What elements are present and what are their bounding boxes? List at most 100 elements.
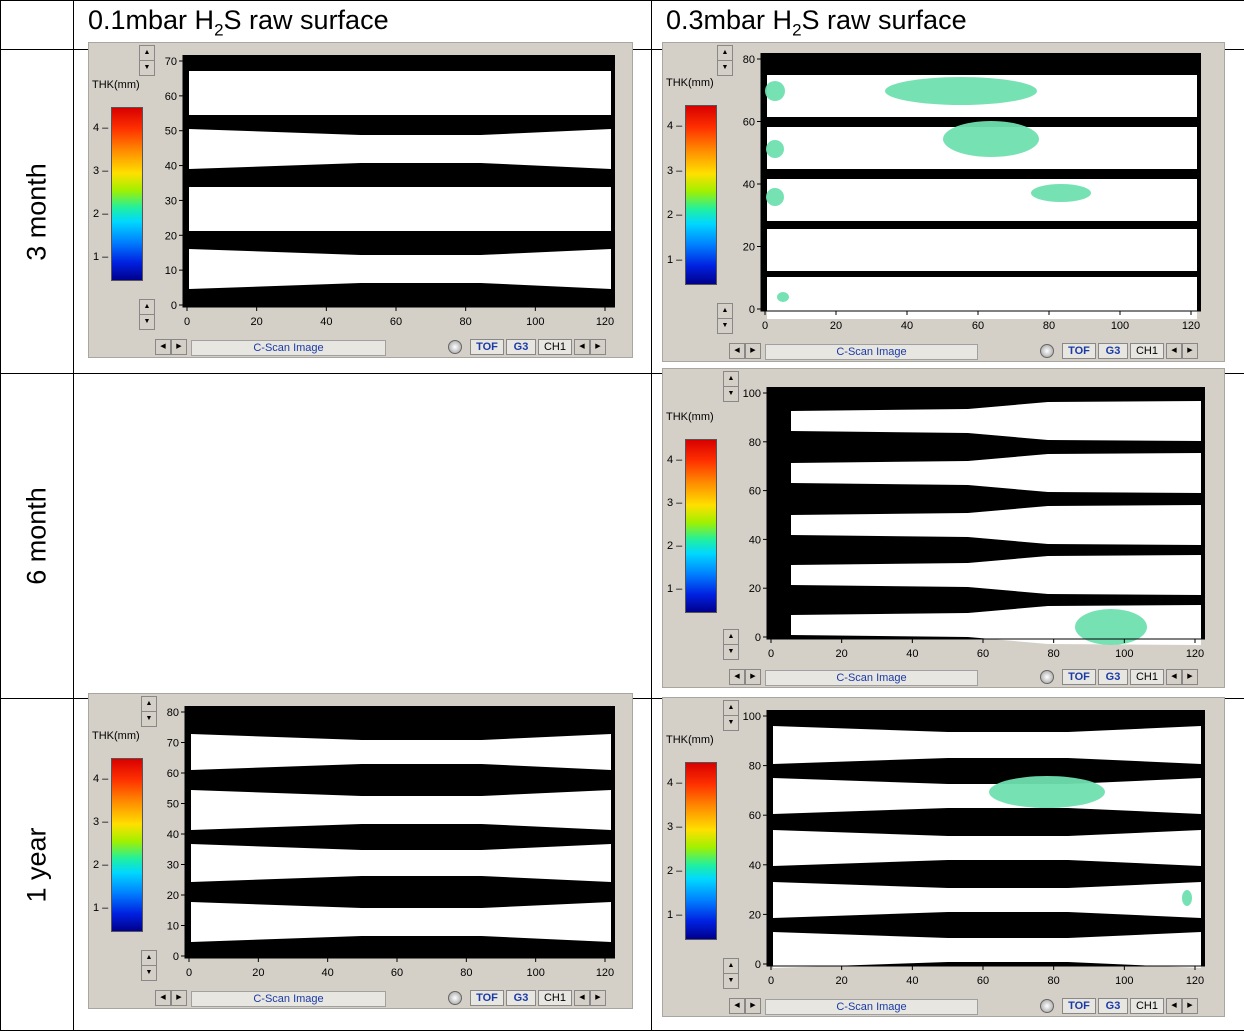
y-tick-label: 0 [755, 959, 761, 971]
y-tick-label: 40 [749, 860, 761, 872]
corrosion-region [1075, 609, 1147, 645]
x-tick-label: 20 [830, 320, 842, 332]
scroll-left-button[interactable]: ◀ [574, 339, 590, 355]
y-tick-label: 0 [749, 304, 755, 316]
g3-button[interactable]: G3 [506, 339, 536, 355]
y-tick-label: 40 [749, 534, 761, 546]
g3-button[interactable]: G3 [506, 990, 536, 1006]
cscan-label: C-Scan Image [191, 991, 386, 1007]
sample-strip [189, 71, 611, 115]
y-tick-label: 40 [743, 179, 755, 191]
x-tick-label: 120 [596, 316, 614, 328]
channel-select[interactable]: CH1 [1130, 343, 1164, 359]
cscan-label: C-Scan Image [191, 340, 386, 356]
row-label-1-year: 1 year [1, 699, 74, 1031]
scroll-right-button[interactable]: ▶ [1182, 343, 1198, 359]
g3-button[interactable]: G3 [1098, 669, 1128, 685]
mode-toggle-button[interactable] [448, 991, 462, 1005]
scroll-right-button[interactable]: ▶ [590, 990, 606, 1006]
y-tick-label: 60 [749, 486, 761, 498]
x-tick-label: 100 [526, 316, 544, 328]
scroll-left-button[interactable]: ◀ [155, 339, 171, 355]
row-label-6-month: 6 month [1, 374, 74, 699]
scroll-right-button[interactable]: ▶ [745, 998, 761, 1014]
y-tick-label: 70 [167, 738, 179, 750]
sample-strip [767, 229, 1197, 271]
cscan-label: C-Scan Image [765, 670, 978, 686]
y-tick-label: 50 [165, 126, 177, 138]
sample-strip [191, 902, 611, 942]
scroll-right-button[interactable]: ▶ [171, 990, 187, 1006]
scroll-right-button[interactable]: ▶ [745, 343, 761, 359]
corrosion-region [1031, 184, 1091, 202]
x-tick-label: 100 [1115, 648, 1133, 660]
scroll-left-button[interactable]: ◀ [1166, 669, 1182, 685]
x-tick-label: 120 [1186, 648, 1204, 660]
x-tick-label: 60 [390, 316, 402, 328]
scroll-left-button[interactable]: ◀ [1166, 998, 1182, 1014]
row-label-3-month: 3 month [1, 50, 74, 374]
scroll-left-button[interactable]: ◀ [729, 998, 745, 1014]
y-tick-label: 100 [743, 711, 761, 723]
channel-select[interactable]: CH1 [1130, 669, 1164, 685]
x-tick-label: 40 [901, 320, 913, 332]
y-tick-label: 0 [173, 951, 179, 963]
y-tick-label: 40 [167, 829, 179, 841]
scroll-left-button[interactable]: ◀ [1166, 343, 1182, 359]
channel-select[interactable]: CH1 [1130, 998, 1164, 1014]
mode-toggle-button[interactable] [448, 340, 462, 354]
corner-cell [1, 1, 74, 50]
x-tick-label: 80 [1048, 648, 1060, 660]
scroll-left-button[interactable]: ◀ [729, 343, 745, 359]
mode-toggle-button[interactable] [1040, 344, 1054, 358]
y-tick-label: 80 [749, 437, 761, 449]
g3-button[interactable]: G3 [1098, 343, 1128, 359]
mode-toggle-button[interactable] [1040, 999, 1054, 1013]
y-tick-label: 60 [167, 768, 179, 780]
scroll-right-button[interactable]: ▶ [171, 339, 187, 355]
channel-select[interactable]: CH1 [538, 339, 572, 355]
scroll-left-button[interactable]: ◀ [729, 669, 745, 685]
y-tick-label: 60 [165, 91, 177, 103]
scroll-right-button[interactable]: ▶ [1182, 669, 1198, 685]
corrosion-region [766, 188, 784, 206]
scroll-right-button[interactable]: ▶ [1182, 998, 1198, 1014]
tof-button[interactable]: TOF [470, 339, 504, 355]
tof-button[interactable]: TOF [470, 990, 504, 1006]
x-tick-label: 120 [596, 967, 614, 979]
y-tick-label: 40 [165, 161, 177, 173]
x-tick-label: 80 [460, 316, 472, 328]
x-tick-label: 60 [972, 320, 984, 332]
sample-strip [767, 277, 1197, 319]
cscan-label: C-Scan Image [765, 344, 978, 360]
scroll-right-button[interactable]: ▶ [590, 339, 606, 355]
tof-button[interactable]: TOF [1062, 669, 1096, 685]
y-tick-label: 30 [165, 195, 177, 207]
scroll-left-button[interactable]: ◀ [155, 990, 171, 1006]
y-tick-label: 20 [749, 583, 761, 595]
y-tick-label: 80 [167, 707, 179, 719]
scroll-right-button[interactable]: ▶ [745, 669, 761, 685]
y-tick-label: 0 [755, 632, 761, 644]
g3-button[interactable]: G3 [1098, 998, 1128, 1014]
mode-toggle-button[interactable] [1040, 670, 1054, 684]
tof-button[interactable]: TOF [1062, 343, 1096, 359]
scroll-left-button[interactable]: ◀ [574, 990, 590, 1006]
sample-strip [189, 187, 611, 231]
sample-strip [191, 790, 611, 830]
channel-select[interactable]: CH1 [538, 990, 572, 1006]
y-tick-label: 80 [743, 54, 755, 66]
x-tick-label: 0 [186, 967, 192, 979]
corrosion-region [777, 292, 789, 302]
x-tick-label: 60 [391, 967, 403, 979]
y-tick-label: 20 [743, 242, 755, 254]
y-tick-label: 60 [743, 117, 755, 129]
tof-button[interactable]: TOF [1062, 998, 1096, 1014]
